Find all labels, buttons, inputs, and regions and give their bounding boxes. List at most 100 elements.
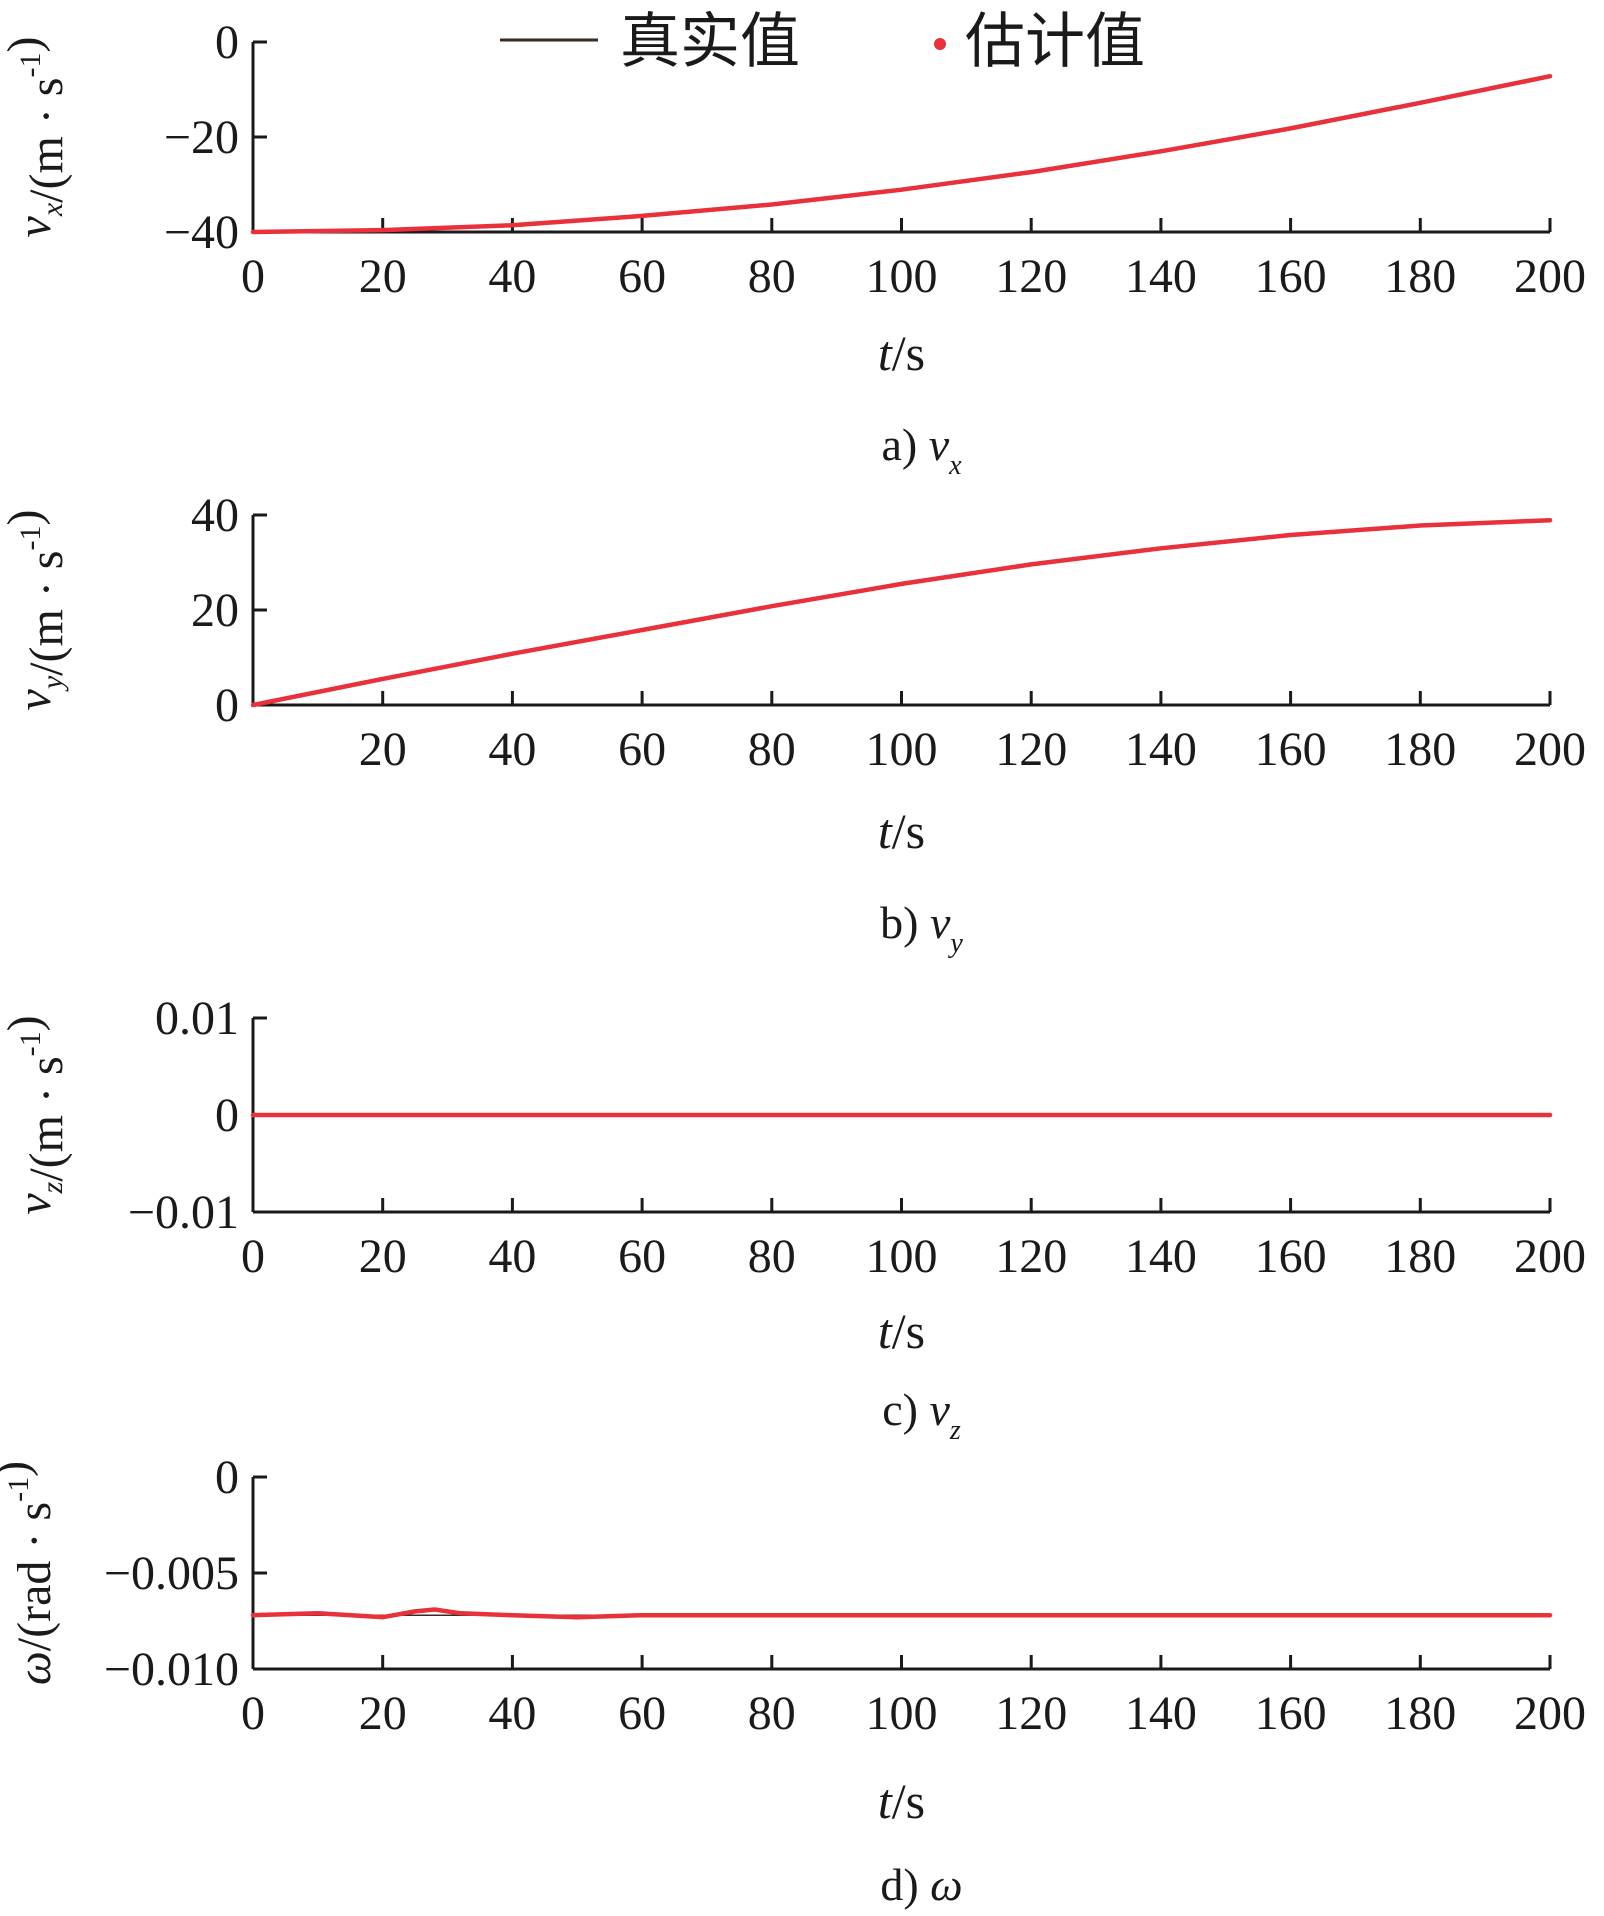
y-tick-label: 40 — [191, 489, 239, 542]
y-tick-label: 0 — [215, 16, 239, 69]
x-tick-label: 80 — [748, 250, 796, 303]
panel-caption-sub: x — [948, 450, 962, 481]
x-tick-label: 140 — [1125, 1687, 1197, 1740]
panel-caption-sub: y — [947, 928, 963, 959]
y-tick-label: −40 — [164, 206, 239, 259]
x-axis-label: t/s — [878, 325, 925, 381]
x-tick-label: 60 — [618, 723, 666, 776]
x-tick-label: 200 — [1514, 1230, 1586, 1283]
x-tick-label: 100 — [866, 1230, 938, 1283]
x-tick-label: 20 — [359, 1230, 407, 1283]
panel-2: 20 40 60 80 100 120 140 160 180 20002040t/svy/(m … — [0, 489, 1586, 959]
x-tick-label: 0 — [241, 250, 265, 303]
y-axis-label: vz/(m · s-1) — [0, 1015, 73, 1214]
y-axis-label-sup: -1 — [14, 1031, 47, 1056]
x-tick-label: 60 — [618, 250, 666, 303]
x-tick-label: 160 — [1255, 1687, 1327, 1740]
y-axis-label-sup: -1 — [2, 1477, 35, 1502]
y-axis-label: vx/(m · s-1) — [0, 37, 73, 238]
x-axis-label-var: t — [878, 325, 893, 381]
x-tick-label: 40 — [488, 250, 536, 303]
y-axis-label-sub: y — [36, 675, 69, 692]
x-tick-label: 40 — [488, 1687, 536, 1740]
x-tick-label: 60 — [618, 1230, 666, 1283]
x-tick-label: 200 — [1514, 723, 1586, 776]
x-axis-label: t/s — [878, 1303, 925, 1359]
x-tick-label: 0 — [241, 1687, 265, 1740]
x-tick-label: 40 — [488, 723, 536, 776]
panel-caption: b) vy — [880, 897, 963, 959]
y-axis-label-close: ) — [0, 510, 51, 526]
x-axis-label-unit: /s — [892, 1303, 925, 1359]
y-axis-label-unit: /(m · s — [20, 551, 73, 676]
x-tick-label: 80 — [748, 723, 796, 776]
x-tick-label: 20 — [359, 723, 407, 776]
y-axis-label-sup: -1 — [14, 53, 47, 78]
panel-caption: d) ω — [880, 1859, 962, 1910]
y-axis-label-var: v — [8, 1193, 61, 1215]
x-axis-label-var: t — [878, 803, 893, 859]
x-axis-label-unit: /s — [892, 803, 925, 859]
x-axis-label: t/s — [878, 1773, 925, 1829]
y-axis-label-unit: /(m · s — [20, 78, 73, 203]
x-tick-label: 180 — [1384, 250, 1456, 303]
series-true-line — [252, 75, 1551, 233]
y-tick-label: 0 — [215, 1089, 239, 1142]
series-estimate-line — [250, 73, 1553, 235]
x-tick-label: 100 — [866, 250, 938, 303]
x-tick-label: 20 — [359, 250, 407, 303]
x-tick-label: 120 — [995, 1230, 1067, 1283]
panel-caption: a) vx — [881, 419, 962, 481]
y-axis-label-close: ) — [0, 1461, 39, 1477]
x-axis-label-unit: /s — [892, 1773, 925, 1829]
x-tick-label: 120 — [995, 723, 1067, 776]
y-axis-label-unit: /(rad · s — [8, 1502, 61, 1651]
y-tick-label: 0.01 — [155, 992, 239, 1045]
panel-caption-var: v — [929, 419, 950, 470]
x-tick-label: 80 — [748, 1230, 796, 1283]
series-estimate-line — [250, 517, 1553, 708]
x-axis-label-unit: /s — [892, 325, 925, 381]
x-axis-label: t/s — [878, 803, 925, 859]
panels: 0 20 40 60 80 100 120 140 160 180 200−40−200t/svx/… — [0, 16, 1586, 1910]
x-tick-label: 160 — [1255, 1230, 1327, 1283]
panel-caption-text: a) — [881, 419, 928, 470]
panel-caption-var: v — [929, 1384, 950, 1435]
x-tick-label: 140 — [1125, 1230, 1197, 1283]
x-tick-label: 180 — [1384, 1687, 1456, 1740]
y-tick-label: 0 — [215, 1451, 239, 1504]
y-tick-label: 20 — [191, 584, 239, 637]
x-tick-label: 80 — [748, 1687, 796, 1740]
legend: 真实值 估计值 — [500, 7, 1145, 77]
x-tick-label: 60 — [618, 1687, 666, 1740]
panel-caption-text: c) — [882, 1384, 929, 1435]
panel-1: 0 20 40 60 80 100 120 140 160 180 200−40−200t/svx/… — [0, 16, 1586, 481]
legend-true-label: 真实值 — [620, 7, 800, 77]
x-tick-label: 120 — [995, 250, 1067, 303]
y-axis-label-sub: x — [36, 202, 69, 217]
panel-caption-var: ω — [930, 1859, 962, 1910]
x-tick-label: 180 — [1384, 723, 1456, 776]
y-axis-label-sub: z — [36, 1181, 69, 1194]
x-tick-label: 140 — [1125, 250, 1197, 303]
y-axis-label: ω/(rad · s-1) — [0, 1461, 61, 1685]
x-tick-label: 0 — [241, 1230, 265, 1283]
legend-estimate-label: 估计值 — [965, 7, 1145, 77]
y-axis-label-var: ω — [8, 1651, 61, 1685]
panel-caption-sub: z — [949, 1415, 961, 1446]
x-axis-label-var: t — [878, 1773, 893, 1829]
y-tick-label: 0 — [215, 679, 239, 732]
y-tick-label: −0.005 — [104, 1547, 239, 1600]
y-axis-label: vy/(m · s-1) — [0, 510, 73, 711]
x-tick-label: 160 — [1255, 250, 1327, 303]
panel-caption-var: v — [930, 897, 951, 948]
x-tick-label: 200 — [1514, 250, 1586, 303]
y-axis-label-sup: -1 — [14, 526, 47, 551]
legend-estimate-swatch — [934, 38, 946, 50]
x-tick-label: 160 — [1255, 723, 1327, 776]
panel-caption-text: d) — [880, 1859, 930, 1910]
x-tick-label: 140 — [1125, 723, 1197, 776]
y-axis-label-close: ) — [0, 1015, 51, 1031]
panel-3: 0 20 40 60 80 100 120 140 160 180 200−0.0100.01t/s… — [0, 992, 1586, 1446]
panel-caption-text: b) — [880, 897, 930, 948]
